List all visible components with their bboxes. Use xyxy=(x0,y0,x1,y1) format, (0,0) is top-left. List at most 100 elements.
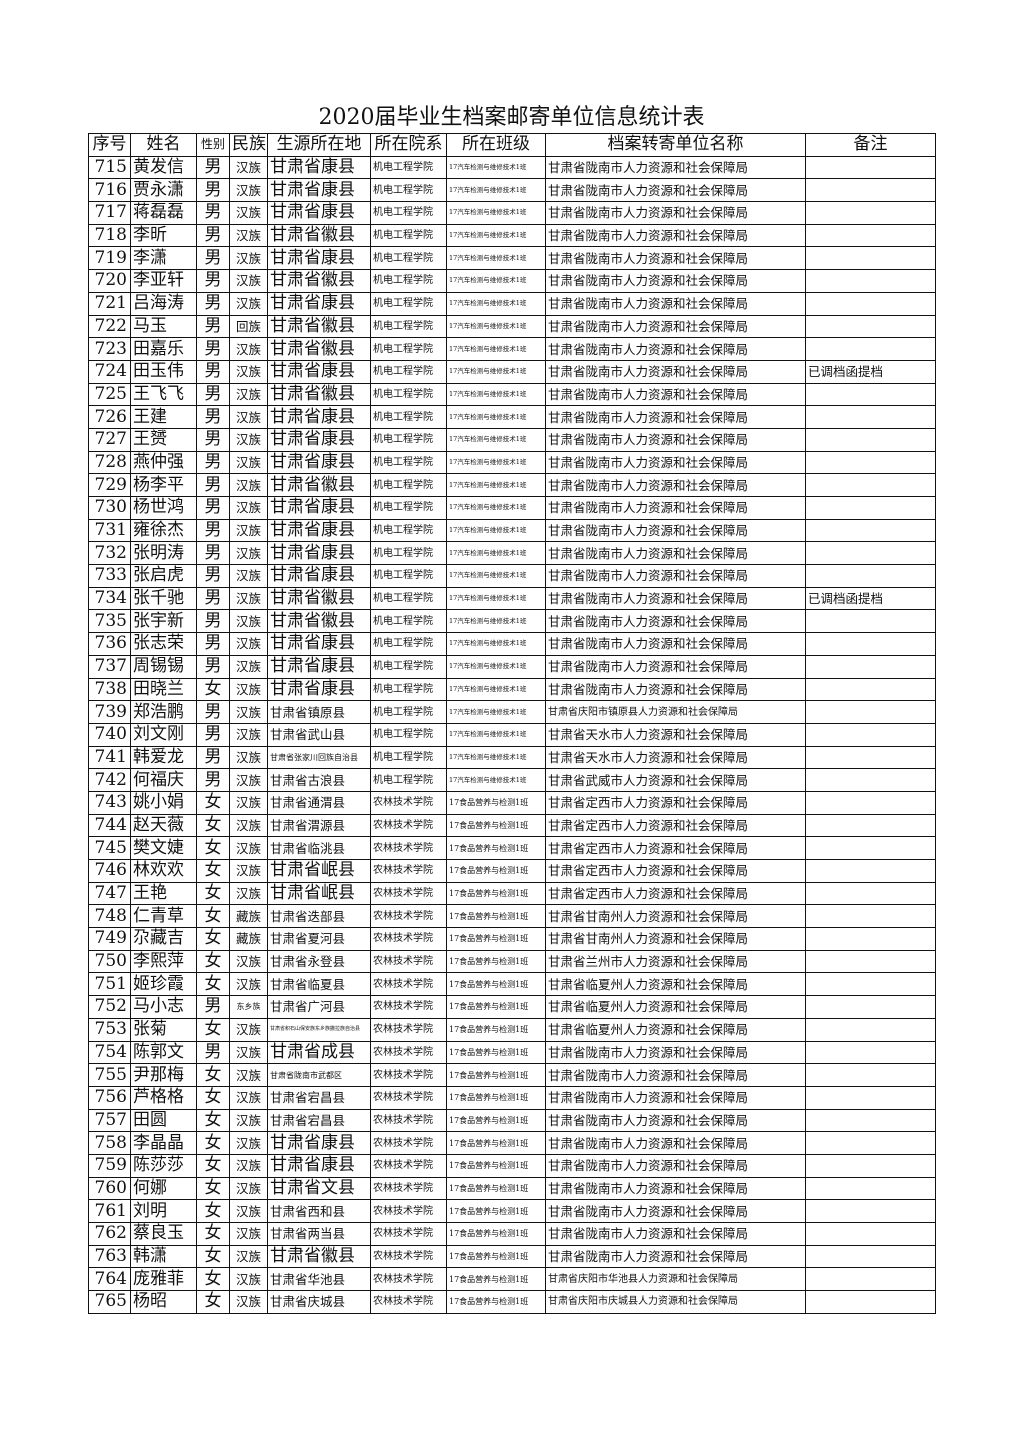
cell-ethnicity: 汉族 xyxy=(229,1131,268,1155)
cell-origin: 甘肃省徽县 xyxy=(267,337,371,361)
cell-class: 17汽车检测与维修技术1班 xyxy=(446,700,546,724)
cell-class: 17食品营养与检测1班 xyxy=(446,1085,546,1110)
cell-name: 韩爱龙 xyxy=(130,745,197,770)
cell-archive-unit: 甘肃省陇南市人力资源和社会保障局 xyxy=(545,1085,806,1110)
cell-sex: 女 xyxy=(196,1153,230,1178)
cell-class: 17食品营养与检测1班 xyxy=(446,972,546,997)
cell-no: 718 xyxy=(88,223,131,248)
cell-no: 739 xyxy=(88,700,131,724)
cell-ethnicity: 汉族 xyxy=(229,269,268,293)
cell-name: 李昕 xyxy=(130,223,197,248)
cell-ethnicity: 汉族 xyxy=(229,1267,268,1292)
header-no: 序号 xyxy=(88,133,131,157)
cell-department: 农林技术学院 xyxy=(370,1222,447,1246)
cell-ethnicity: 汉族 xyxy=(229,1244,268,1269)
cell-ethnicity: 汉族 xyxy=(229,654,268,679)
header-department: 所在院系 xyxy=(370,133,447,157)
cell-no: 752 xyxy=(88,995,131,1019)
cell-no: 721 xyxy=(88,291,131,316)
cell-ethnicity: 藏族 xyxy=(229,927,268,951)
cell-origin: 甘肃省徽县 xyxy=(267,473,371,497)
cell-ethnicity: 汉族 xyxy=(229,1290,268,1314)
table-row: 747 王艳女汉族 甘肃省岷县 农林技术学院 17食品营养与检测1班 甘肃省定西市人力资源… xyxy=(88,881,936,906)
cell-ethnicity: 汉族 xyxy=(229,223,268,248)
table-row: 737 周锡锡男汉族 甘肃省康县 机电工程学院 17汽车检测与维修技术1班 甘肃省陇南市人… xyxy=(88,654,936,679)
cell-class: 17汽车检测与维修技术1班 xyxy=(446,632,546,656)
cell-origin: 甘肃省广河县 xyxy=(267,995,371,1019)
cell-sex: 男 xyxy=(196,1040,230,1065)
table-row: 761 刘明女汉族 甘肃省西和县 农林技术学院 17食品营养与检测1班 甘肃省陇南市人力资… xyxy=(88,1199,936,1223)
cell-origin: 甘肃省康县 xyxy=(267,632,371,656)
cell-department: 机电工程学院 xyxy=(370,677,447,702)
table-row: 728 燕仲强男汉族 甘肃省康县 机电工程学院 17汽车检测与维修技术1班 甘肃省陇南市人… xyxy=(88,450,936,475)
cell-class: 17食品营养与检测1班 xyxy=(446,836,546,860)
cell-remark xyxy=(805,518,936,543)
cell-class: 17汽车检测与维修技术1班 xyxy=(446,155,546,180)
cell-archive-unit: 甘肃省陇南市人力资源和社会保障局 xyxy=(545,609,806,634)
cell-archive-unit: 甘肃省陇南市人力资源和社会保障局 xyxy=(545,201,806,225)
cell-sex: 女 xyxy=(196,949,230,974)
cell-archive-unit: 甘肃省陇南市人力资源和社会保障局 xyxy=(545,1063,806,1087)
cell-department: 农林技术学院 xyxy=(370,904,447,929)
cell-no: 745 xyxy=(88,836,131,860)
cell-class: 17汽车检测与维修技术1班 xyxy=(446,654,546,679)
cell-sex: 男 xyxy=(196,246,230,271)
cell-no: 738 xyxy=(88,677,131,702)
cell-origin: 甘肃省康县 xyxy=(267,564,371,588)
cell-class: 17食品营养与检测1班 xyxy=(446,1244,546,1269)
cell-class: 17汽车检测与维修技术1班 xyxy=(446,564,546,588)
cell-origin: 甘肃省徽县 xyxy=(267,382,371,407)
cell-class: 17汽车检测与维修技术1班 xyxy=(446,427,546,452)
cell-remark: 已调档函提档 xyxy=(805,586,936,611)
cell-ethnicity: 汉族 xyxy=(229,427,268,452)
cell-archive-unit: 甘肃省庆阳市庆城县人力资源和社会保障局 xyxy=(545,1290,806,1314)
cell-origin: 甘肃省迭部县 xyxy=(267,904,371,929)
cell-remark xyxy=(805,768,936,792)
table-row: 723 田嘉乐男汉族 甘肃省徽县 机电工程学院 17汽车检测与维修技术1班 甘肃省陇南市人… xyxy=(88,337,936,361)
cell-no: 716 xyxy=(88,178,131,203)
cell-sex: 男 xyxy=(196,654,230,679)
cell-department: 机电工程学院 xyxy=(370,359,447,384)
cell-origin: 甘肃省临夏县 xyxy=(267,972,371,997)
table-row: 757 田圆女汉族 甘肃省宕昌县 农林技术学院 17食品营养与检测1班 甘肃省陇南市人力资… xyxy=(88,1108,936,1133)
cell-sex: 男 xyxy=(196,541,230,566)
cell-archive-unit: 甘肃省定西市人力资源和社会保障局 xyxy=(545,790,806,815)
cell-department: 农林技术学院 xyxy=(370,1153,447,1178)
cell-name: 张启虎 xyxy=(130,564,197,588)
cell-ethnicity: 汉族 xyxy=(229,337,268,361)
cell-origin: 甘肃省成县 xyxy=(267,1040,371,1065)
cell-ethnicity: 汉族 xyxy=(229,632,268,656)
table-row: 724 田玉伟男汉族 甘肃省康县 机电工程学院 17汽车检测与维修技术1班 甘肃省陇南市人… xyxy=(88,359,936,384)
cell-origin: 甘肃省华池县 xyxy=(267,1267,371,1292)
cell-remark xyxy=(805,632,936,656)
cell-remark xyxy=(805,1131,936,1155)
cell-sex: 男 xyxy=(196,450,230,475)
cell-name: 韩潇 xyxy=(130,1244,197,1269)
cell-name: 杨昭 xyxy=(130,1290,197,1314)
header-name: 姓名 xyxy=(130,133,197,157)
cell-class: 17食品营养与检测1班 xyxy=(446,1176,546,1201)
cell-origin: 甘肃省康县 xyxy=(267,450,371,475)
cell-name: 李晶晶 xyxy=(130,1131,197,1155)
table-row: 729 杨李平男汉族 甘肃省徽县 机电工程学院 17汽车检测与维修技术1班 甘肃省陇南市人… xyxy=(88,473,936,497)
table-row: 718 李昕男汉族 甘肃省徽县 机电工程学院 17汽车检测与维修技术1班 甘肃省陇南市人力… xyxy=(88,223,936,248)
cell-origin: 甘肃省宕昌县 xyxy=(267,1108,371,1133)
cell-origin: 甘肃省康县 xyxy=(267,1153,371,1178)
cell-archive-unit: 甘肃省陇南市人力资源和社会保障局 xyxy=(545,677,806,702)
cell-ethnicity: 汉族 xyxy=(229,1153,268,1178)
cell-archive-unit: 甘肃省陇南市人力资源和社会保障局 xyxy=(545,473,806,497)
cell-class: 17汽车检测与维修技术1班 xyxy=(446,496,546,520)
cell-department: 机电工程学院 xyxy=(370,586,447,611)
cell-remark xyxy=(805,314,936,339)
table-row: 734 张千驰男汉族 甘肃省徽县 机电工程学院 17汽车检测与维修技术1班 甘肃省陇南市人… xyxy=(88,586,936,611)
cell-archive-unit: 甘肃省陇南市人力资源和社会保障局 xyxy=(545,450,806,475)
cell-remark xyxy=(805,700,936,724)
cell-archive-unit: 甘肃省陇南市人力资源和社会保障局 xyxy=(545,1222,806,1246)
cell-sex: 女 xyxy=(196,1108,230,1133)
cell-department: 农林技术学院 xyxy=(370,1290,447,1314)
cell-name: 王建 xyxy=(130,405,197,429)
cell-sex: 女 xyxy=(196,904,230,929)
cell-ethnicity: 汉族 xyxy=(229,496,268,520)
cell-no: 756 xyxy=(88,1085,131,1110)
cell-ethnicity: 汉族 xyxy=(229,178,268,203)
